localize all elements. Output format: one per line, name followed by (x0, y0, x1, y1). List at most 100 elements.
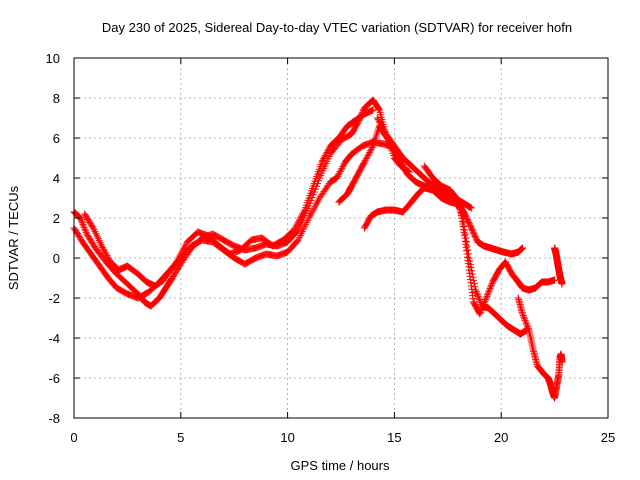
data-point (375, 117, 383, 125)
data-point (485, 288, 493, 296)
data-point (91, 228, 99, 236)
data-point (362, 155, 370, 163)
plot-frame (73, 57, 609, 419)
x-axis-label: GPS time / hours (291, 458, 390, 473)
data-point (487, 281, 495, 289)
data-point (363, 153, 371, 161)
data-point (318, 158, 326, 166)
data-point (82, 228, 90, 236)
data-point (337, 166, 345, 174)
data-point (477, 307, 485, 315)
data-point (474, 292, 482, 300)
data-point (97, 240, 105, 248)
data-point (80, 224, 88, 232)
data-point (323, 148, 331, 156)
data-point (466, 260, 474, 268)
data-point (319, 156, 327, 164)
data-point (471, 283, 479, 291)
data-point (524, 324, 532, 332)
data-point (475, 296, 483, 304)
x-tick-label: 10 (280, 430, 294, 445)
data-point (90, 226, 98, 234)
data-point (521, 316, 529, 324)
data-point (468, 267, 476, 275)
data-point (380, 127, 388, 135)
data-point (378, 122, 386, 130)
data-point (319, 155, 327, 163)
grid-lines (74, 58, 608, 418)
data-point (93, 233, 101, 241)
chart-title: Day 230 of 2025, Sidereal Day-to-day VTE… (102, 20, 572, 35)
data-point (379, 125, 387, 133)
data-point (524, 323, 532, 331)
series-track (81, 106, 377, 290)
series-track (551, 244, 566, 288)
data-point (467, 204, 475, 212)
data-point (92, 229, 100, 237)
data-point (463, 242, 471, 250)
data-point (99, 244, 107, 252)
data-point (101, 248, 109, 256)
x-tick-label: 25 (601, 430, 615, 445)
data-point (465, 254, 473, 262)
data-point (102, 250, 110, 258)
data-point (360, 158, 368, 166)
data-point (334, 171, 342, 179)
data-point (334, 172, 342, 180)
data-point (484, 291, 492, 299)
data-point (161, 274, 169, 282)
data-point (470, 280, 478, 288)
data-point (103, 252, 111, 260)
data-point (476, 297, 484, 305)
data-point (171, 260, 179, 268)
data-point (322, 150, 330, 158)
data-point (364, 152, 372, 160)
x-tick-label: 20 (494, 430, 508, 445)
data-point (160, 276, 168, 284)
y-axis-label: SDTVAR / TECUs (6, 185, 21, 290)
data-point (482, 294, 490, 302)
data-point (336, 168, 344, 176)
data-point (472, 288, 480, 296)
data-point (523, 321, 531, 329)
series-track (360, 184, 527, 258)
data-point (82, 227, 90, 235)
y-tick-label: 2 (53, 211, 60, 226)
data-point (466, 257, 474, 265)
data-point (367, 145, 375, 153)
data-point (519, 310, 527, 318)
data-point (522, 320, 530, 328)
data-point (158, 277, 166, 285)
data-point (105, 255, 113, 263)
data-point (89, 224, 97, 232)
data-point (93, 231, 101, 239)
y-tick-label: -2 (48, 291, 60, 306)
data-point (520, 315, 528, 323)
data-point (375, 105, 383, 113)
data-point (462, 234, 470, 242)
data-point (476, 308, 484, 316)
data-point (169, 263, 177, 271)
data-point (366, 147, 374, 155)
y-tick-label: -6 (48, 371, 60, 386)
data-point (80, 222, 88, 230)
data-point (551, 276, 559, 284)
y-tick-label: 0 (53, 251, 60, 266)
data-point (79, 220, 87, 228)
series-track (70, 96, 413, 310)
data-point (519, 244, 527, 252)
data-point (88, 223, 96, 231)
data-point (368, 144, 376, 152)
data-points (70, 96, 566, 402)
data-point (104, 253, 112, 261)
x-tick-label: 5 (177, 430, 184, 445)
data-point (482, 296, 490, 304)
data-point (321, 152, 329, 160)
data-point (167, 265, 175, 273)
data-point (333, 174, 341, 182)
data-point (94, 235, 102, 243)
data-point (340, 161, 348, 169)
data-point (339, 163, 347, 171)
y-tick-label: 10 (46, 51, 60, 66)
data-point (486, 284, 494, 292)
